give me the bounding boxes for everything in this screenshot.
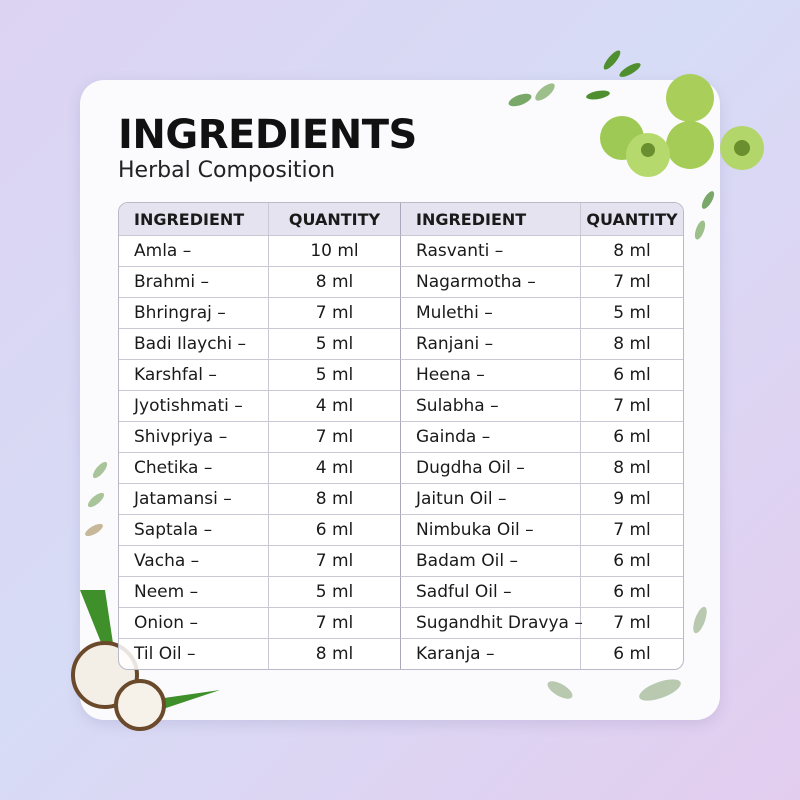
ingredient-cell: Heena – (401, 360, 581, 391)
ingredient-cell: Jaitun Oil – (401, 484, 581, 515)
quantity-cell: 8 ml (581, 453, 683, 484)
quantity-cell: 7 ml (269, 546, 401, 577)
quantity-cell: 8 ml (581, 236, 683, 267)
header-row: INGREDIENT QUANTITY INGREDIENT QUANTITY (119, 203, 683, 236)
ingredient-cell: Jyotishmati – (119, 391, 269, 422)
ingredient-cell: Rasvanti – (401, 236, 581, 267)
ingredient-cell: Onion – (119, 608, 269, 639)
table-row: Vacha –7 ml Badam Oil –6 ml (119, 546, 683, 577)
quantity-cell: 8 ml (269, 484, 401, 515)
ingredient-cell: Karanja – (401, 639, 581, 669)
ingredient-cell: Dugdha Oil – (401, 453, 581, 484)
ingredient-cell: Nagarmotha – (401, 267, 581, 298)
table-row: Badi Ilaychi –5 ml Ranjani –8 ml (119, 329, 683, 360)
ingredient-cell: Neem – (119, 577, 269, 608)
quantity-cell: 7 ml (269, 608, 401, 639)
quantity-cell: 4 ml (269, 391, 401, 422)
quantity-cell: 7 ml (581, 515, 683, 546)
ingredients-table: INGREDIENT QUANTITY INGREDIENT QUANTITY Aml… (118, 202, 684, 670)
leaves-top (508, 50, 715, 240)
table-row: Brahmi –8 ml Nagarmotha –7 ml (119, 267, 683, 298)
table-row: Til Oil –8 ml Karanja – 6 ml (119, 639, 683, 669)
ingredient-cell: Nimbuka Oil – (401, 515, 581, 546)
subtitle: Herbal Composition (118, 158, 336, 183)
table-row: Bhringraj –7 ml Mulethi –5 ml (119, 298, 683, 329)
ingredient-cell: Badam Oil – (401, 546, 581, 577)
column-header: QUANTITY (581, 203, 683, 236)
quantity-cell: 7 ml (581, 391, 683, 422)
ingredient-cell: Sulabha – (401, 391, 581, 422)
column-header: INGREDIENT (401, 203, 581, 236)
quantity-cell: 6 ml (581, 577, 683, 608)
quantity-cell: 10 ml (269, 236, 401, 267)
coconut (71, 590, 220, 731)
ingredient-cell: Amla – (119, 236, 269, 267)
ingredient-cell: Shivpriya – (119, 422, 269, 453)
table-body: Amla –10 ml Rasvanti –8 ml Brahmi –8 ml Nag… (119, 236, 683, 669)
table-row: Karshfal –5 ml Heena –6 ml (119, 360, 683, 391)
ingredient-cell: Gainda – (401, 422, 581, 453)
leaves-bottom-right (547, 606, 707, 701)
quantity-cell: 7 ml (269, 298, 401, 329)
column-header: INGREDIENT (119, 203, 269, 236)
ingredient-cell: Karshfal – (119, 360, 269, 391)
quantity-cell: 6 ml (581, 422, 683, 453)
quantity-cell: 6 ml (269, 515, 401, 546)
table-row: Saptala –6 ml Nimbuka Oil –7 ml (119, 515, 683, 546)
quantity-cell: 6 ml (581, 360, 683, 391)
table-row: Shivpriya –7 ml Gainda –6 ml (119, 422, 683, 453)
column-header: QUANTITY (269, 203, 401, 236)
ingredient-cell: Mulethi – (401, 298, 581, 329)
title: INGREDIENTS (118, 112, 417, 158)
table-row: Jatamansi –8 ml Jaitun Oil –9 ml (119, 484, 683, 515)
quantity-cell: 7 ml (269, 422, 401, 453)
quantity-cell: 6 ml (613, 644, 651, 664)
table-row: Neem –5 ml Sadful Oil –6 ml (119, 577, 683, 608)
ingredient-cell: Vacha – (119, 546, 269, 577)
ingredient-cell: Jatamansi – (119, 484, 269, 515)
quantity-cell: 7 ml (581, 608, 683, 639)
ingredient-cell: Til Oil – (119, 639, 269, 669)
quantity-cell: 6 ml (581, 546, 683, 577)
quantity-cell: 5 ml (269, 577, 401, 608)
quantity-cell: 8 ml (269, 639, 401, 669)
amla-fruits (600, 74, 764, 177)
quantity-cell: 7 ml (581, 267, 683, 298)
quantity-cell: 8 ml (581, 329, 683, 360)
ingredient-cell: Bhringraj – (119, 298, 269, 329)
ingredient-cell: Sugandhit Dravya – (401, 608, 583, 639)
quantity-cell: 5 ml (269, 360, 401, 391)
table-row: Jyotishmati –4 ml Sulabha –7 ml (119, 391, 683, 422)
ingredient-cell: Badi Ilaychi – (119, 329, 269, 360)
ingredient-cell: Sadful Oil – (401, 577, 581, 608)
quantity-cell: 4 ml (269, 453, 401, 484)
quantity-cell: 8 ml (269, 267, 401, 298)
ingredient-cell: Ranjani – (401, 329, 581, 360)
table-row: Onion –7 ml Sugandhit Dravya –7 ml (119, 608, 683, 639)
quantity-cell: 5 ml (269, 329, 401, 360)
ingredient-cell: Saptala – (119, 515, 269, 546)
ingredient-cell: Brahmi – (119, 267, 269, 298)
table-row: Amla –10 ml Rasvanti –8 ml (119, 236, 683, 267)
quantity-cell: 9 ml (581, 484, 683, 515)
leaves-left (85, 461, 108, 537)
table-row: Chetika –4 ml Dugdha Oil –8 ml (119, 453, 683, 484)
ingredient-cell: Chetika – (119, 453, 269, 484)
quantity-cell: 5 ml (581, 298, 683, 329)
